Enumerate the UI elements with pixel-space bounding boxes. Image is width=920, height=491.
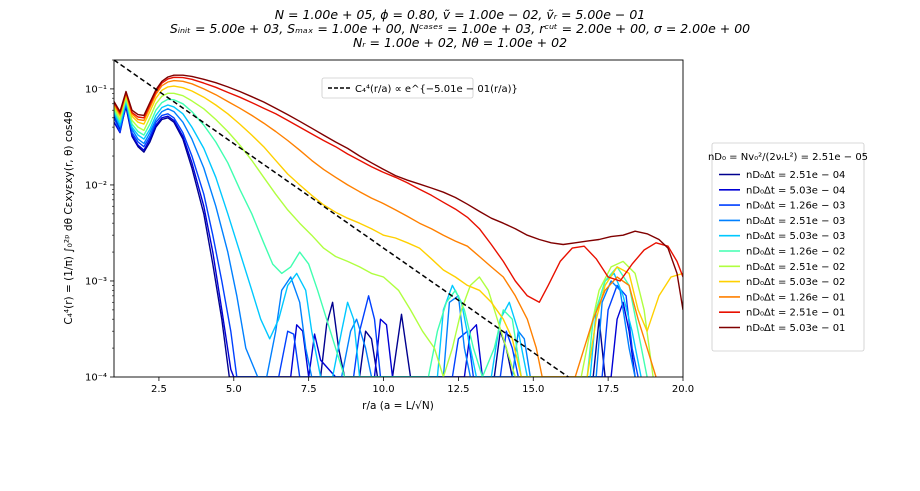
plot-area	[114, 60, 683, 377]
x-tick-label: 15.0	[522, 384, 544, 395]
y-axis-label: C₄⁴(r) = (1/π) ∫₀²ᵖ dθ Cεxyεxy(r, θ) cos…	[63, 111, 75, 324]
fit-line	[114, 60, 570, 377]
y-tick-label: 10⁻⁴	[85, 373, 107, 384]
fit-legend-label: C₄⁴(r/a) ∝ e^{−5.01e − 01(r/a)}	[355, 84, 518, 95]
series-line	[114, 98, 648, 377]
legend-entry: nD₀Δt = 2.51e − 01	[746, 308, 845, 319]
series-line	[114, 85, 683, 377]
legend-entry: nD₀Δt = 1.26e − 02	[746, 247, 845, 258]
chart-title: N = 1.00e + 05, ϕ = 0.80, ṽ = 1.00e − 02…	[170, 7, 750, 50]
y-axis: 10⁻⁴ 10⁻³ 10⁻² 10⁻¹	[85, 59, 114, 384]
series-line	[114, 74, 683, 311]
chart-title-line: N = 1.00e + 05, ϕ = 0.80, ṽ = 1.00e − 02…	[275, 7, 646, 22]
series-line	[114, 106, 606, 377]
y-tick-label: 10⁻³	[85, 276, 107, 287]
chart-title-line: Sᵢₙᵢₜ = 5.00e + 03, Sₘₐₓ = 1.00e + 00, N…	[170, 21, 750, 36]
chart-title-line: Nᵣ = 1.00e + 02, Nθ = 1.00e + 02	[353, 35, 567, 50]
legend-entry: nD₀Δt = 5.03e − 03	[746, 231, 845, 242]
legend-title: nD₀ = Nv₀²/(2νᵣL²) = 2.51e − 05	[708, 152, 868, 163]
series-line	[114, 76, 683, 303]
series-line	[114, 103, 639, 377]
x-tick-label: 17.5	[597, 384, 619, 395]
x-tick-label: 10.0	[372, 384, 394, 395]
x-tick-label: 12.5	[447, 384, 469, 395]
series-line	[114, 100, 642, 377]
y-tick-label: 10⁻¹	[85, 84, 107, 95]
inner-legend: C₄⁴(r/a) ∝ e^{−5.01e − 01(r/a)}	[321, 77, 518, 99]
x-tick-label: 7.5	[301, 384, 317, 395]
series-legend: nD₀ = Nv₀²/(2νᵣL²) = 2.51e − 05 nD₀Δt = …	[708, 142, 868, 352]
legend-entry: nD₀Δt = 5.03e − 02	[746, 277, 845, 288]
series-line	[114, 101, 636, 377]
legend-entry: nD₀Δt = 5.03e − 01	[746, 323, 845, 334]
legend-entry: nD₀Δt = 2.51e − 02	[746, 262, 845, 273]
series-line	[114, 79, 657, 377]
legend-entry: nD₀Δt = 2.51e − 03	[746, 216, 845, 227]
x-tick-label: 5.0	[226, 384, 242, 395]
x-axis: 2.5 5.0 7.5 10.0 12.5 15.0 17.5 20.0	[151, 377, 694, 395]
x-tick-label: 20.0	[672, 384, 694, 395]
legend-entry: nD₀Δt = 2.51e − 04	[746, 170, 845, 181]
x-axis-label: r/a (a = L/√N)	[362, 400, 434, 412]
legend-entry: nD₀Δt = 5.03e − 04	[746, 185, 845, 196]
y-tick-label: 10⁻²	[85, 180, 107, 191]
legend-entry: nD₀Δt = 1.26e − 01	[746, 292, 845, 303]
legend-entry: nD₀Δt = 1.26e − 03	[746, 201, 845, 212]
axes-frame	[113, 59, 684, 378]
series-line	[114, 104, 636, 377]
x-tick-label: 2.5	[151, 384, 167, 395]
series-line	[114, 92, 654, 377]
